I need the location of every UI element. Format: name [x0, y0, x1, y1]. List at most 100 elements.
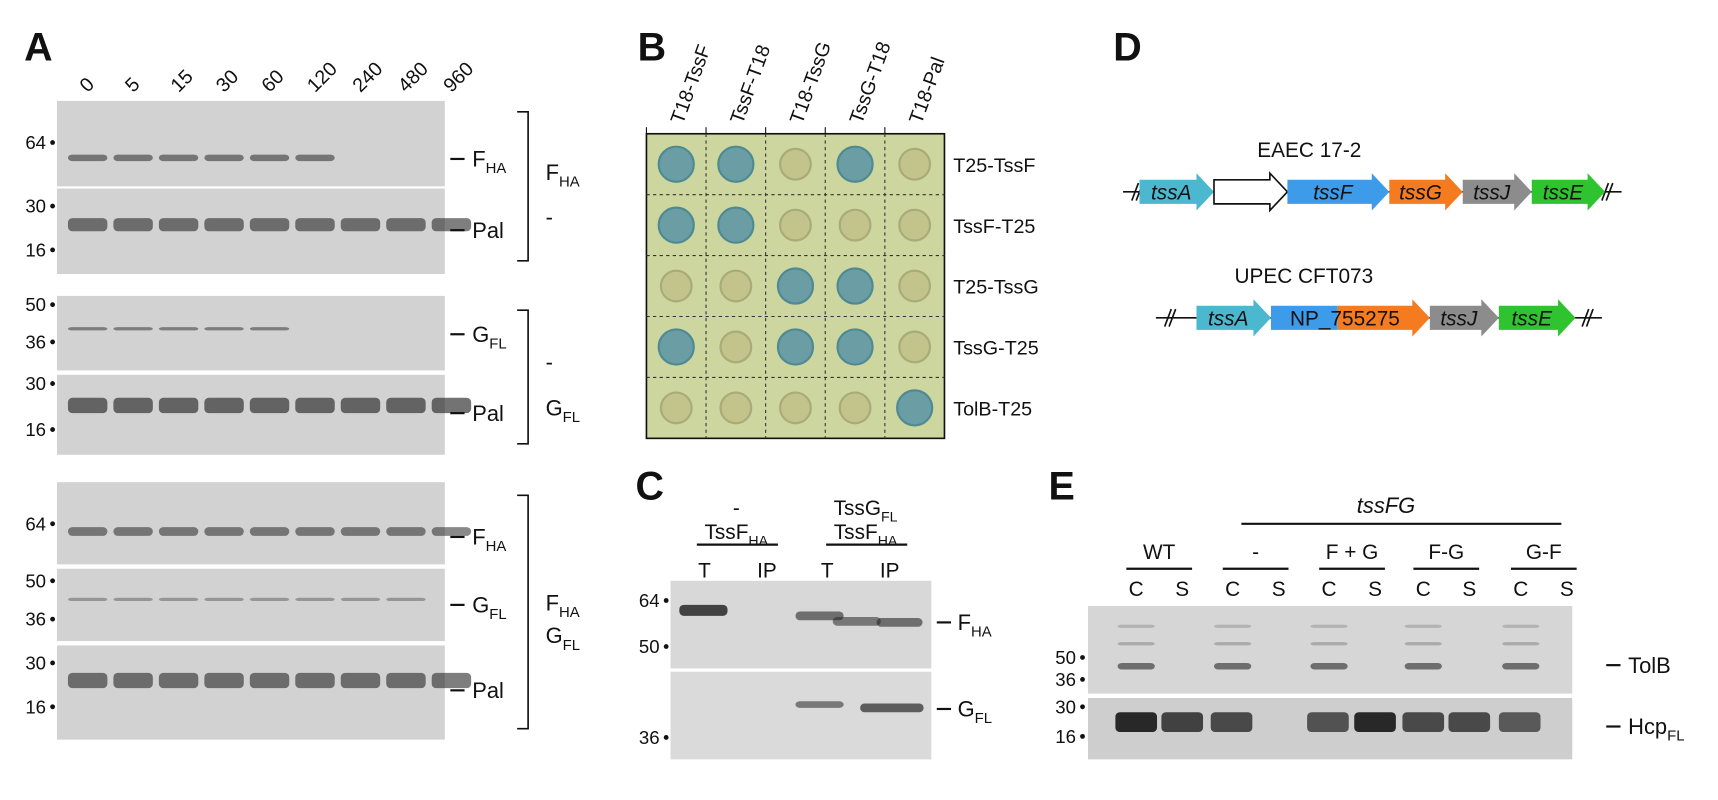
- band-label-main: G: [958, 697, 975, 722]
- colony: [657, 328, 695, 366]
- colony: [719, 330, 753, 364]
- band: [1310, 662, 1348, 670]
- colony: [779, 391, 812, 425]
- marker-dot: [1080, 704, 1085, 710]
- band: [204, 672, 244, 689]
- band: [158, 154, 199, 162]
- marker-dot: [50, 521, 56, 527]
- gene: [1429, 299, 1499, 337]
- row-label: TssG-T25: [953, 338, 1038, 360]
- break-mark: [1163, 308, 1173, 327]
- band: [1117, 642, 1155, 646]
- marker-dot: [50, 616, 56, 622]
- band: [295, 527, 335, 536]
- band-label-main: G: [472, 322, 489, 347]
- gene-part: [1270, 305, 1338, 330]
- group-label-main: F: [546, 590, 559, 615]
- mw-marker: 64: [639, 590, 660, 611]
- group-label: -: [546, 205, 553, 230]
- column-label: T18-Pal: [905, 54, 949, 126]
- panel-letter: D: [1113, 25, 1141, 69]
- colony: [657, 145, 695, 183]
- band: [249, 672, 290, 689]
- mw-marker: 16: [25, 239, 46, 260]
- band: [204, 597, 244, 602]
- mw-marker: 50: [639, 636, 660, 657]
- colony: [779, 208, 812, 242]
- band: [386, 218, 426, 232]
- band: [1404, 662, 1442, 670]
- band-label: FHA: [958, 610, 992, 641]
- band: [1502, 662, 1540, 670]
- mw-marker: 36: [1055, 669, 1076, 690]
- mw-marker: 50: [1055, 647, 1076, 668]
- lane-label: S: [1560, 578, 1574, 601]
- group-label-sub: FL: [563, 410, 580, 426]
- gene-label: tssE: [1543, 181, 1585, 204]
- band: [295, 597, 335, 602]
- band: [158, 672, 199, 689]
- colony: [776, 267, 815, 305]
- band: [1213, 624, 1252, 628]
- condition-label-main: TssG: [834, 497, 881, 520]
- band-label-main: F: [472, 525, 485, 550]
- lane-label: S: [1272, 578, 1286, 601]
- colony: [659, 269, 693, 303]
- colony: [838, 391, 872, 425]
- band: [249, 597, 290, 602]
- mw-marker: 30: [25, 653, 46, 674]
- marker-dot: [50, 203, 56, 209]
- band-label-main: Pal: [472, 218, 504, 243]
- break-mark: [1585, 308, 1594, 327]
- operon-name: UPEC CFT073: [1234, 265, 1373, 288]
- colony: [898, 208, 932, 242]
- colony: [836, 328, 874, 366]
- lane-label: T: [821, 559, 834, 582]
- band: [204, 218, 244, 232]
- gene-label: tssJ: [1440, 307, 1478, 330]
- band-label-main: G: [472, 593, 489, 618]
- lane-label: 480: [394, 58, 433, 97]
- band: [67, 218, 108, 232]
- blot: [56, 100, 445, 187]
- band: [1213, 662, 1252, 670]
- band: [113, 327, 153, 331]
- gene: [1389, 173, 1463, 211]
- band: [386, 672, 426, 689]
- colony: [896, 389, 934, 427]
- band: [295, 154, 335, 162]
- panel-letter: C: [635, 465, 663, 509]
- band-label-main: Hcp: [1628, 714, 1667, 739]
- band: [204, 527, 244, 536]
- marker-dot: [50, 247, 56, 253]
- mw-marker: 30: [1055, 696, 1076, 717]
- group-label-sub: FL: [563, 638, 580, 654]
- band: [386, 597, 426, 602]
- band: [158, 218, 199, 232]
- marker-dot: [50, 381, 56, 386]
- band: [204, 327, 244, 331]
- band-label: GFL: [472, 593, 506, 624]
- band: [295, 397, 335, 414]
- band: [1402, 712, 1445, 732]
- band: [113, 527, 153, 536]
- band: [1404, 642, 1442, 646]
- marker-dot: [50, 427, 56, 432]
- mw-marker: 16: [25, 419, 46, 440]
- panel-letter: E: [1049, 465, 1075, 509]
- strain-label: F-G: [1428, 541, 1464, 564]
- band: [431, 218, 472, 232]
- blot: [56, 645, 445, 740]
- mw-marker: 16: [1055, 726, 1076, 747]
- row-label: T25-TssG: [953, 277, 1038, 299]
- marker-dot: [50, 140, 56, 145]
- band: [431, 527, 472, 536]
- bracket: [517, 309, 529, 445]
- column-label: T18-TssF: [667, 42, 716, 127]
- condition-label-sub: HA: [748, 532, 768, 548]
- group-label-main: F: [546, 160, 559, 185]
- lane-label: C: [1416, 578, 1431, 601]
- colony: [719, 269, 753, 303]
- lane-label: 5: [121, 73, 144, 96]
- gene: [1462, 173, 1532, 211]
